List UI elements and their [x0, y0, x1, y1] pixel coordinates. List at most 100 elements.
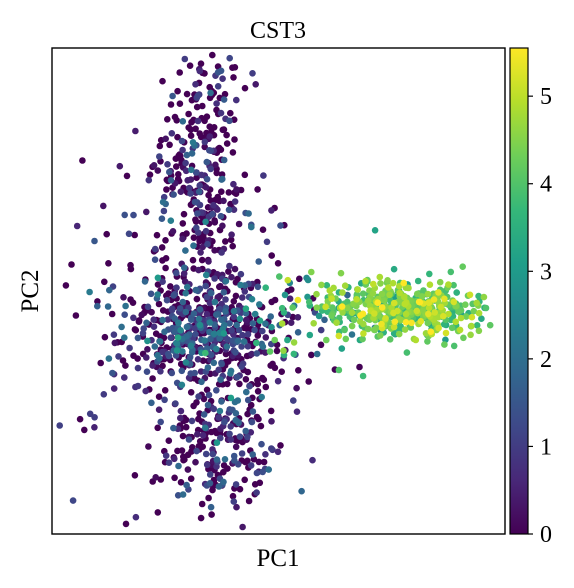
scatter-point	[220, 197, 227, 205]
scatter-point	[445, 310, 452, 318]
scatter-point	[247, 401, 255, 409]
scatter-point	[231, 398, 239, 406]
scatter-point	[165, 352, 173, 360]
scatter-point	[159, 316, 166, 324]
scatter-point	[220, 156, 228, 164]
scatter-point	[405, 284, 412, 292]
scatter-point	[183, 151, 191, 159]
scatter-point	[254, 332, 262, 339]
scatter-point	[176, 305, 184, 312]
scatter-point	[190, 242, 197, 249]
scatter-point	[197, 514, 205, 522]
scatter-point	[295, 367, 302, 374]
scatter-point	[350, 316, 358, 324]
scatter-point	[442, 329, 450, 337]
scatter-point	[242, 427, 249, 435]
scatter-point	[360, 330, 367, 337]
scatter-point	[171, 474, 178, 482]
scatter-point	[257, 422, 265, 430]
scatter-point	[135, 318, 143, 326]
scatter-point	[227, 394, 235, 402]
scatter-point	[179, 146, 186, 154]
scatter-point	[305, 378, 313, 385]
scatter-point	[187, 190, 194, 197]
scatter-point	[173, 163, 180, 170]
scatter-point	[390, 323, 398, 331]
scatter-point	[218, 360, 225, 368]
scatter-point	[171, 455, 178, 463]
scatter-point	[194, 356, 202, 363]
scatter-point	[185, 110, 192, 118]
scatter-point	[184, 177, 191, 184]
scatter-point	[173, 340, 181, 347]
colorbar-ticks: 0 1 2 3 4 5	[528, 84, 552, 548]
scatter-point	[105, 260, 112, 267]
scatter-point	[201, 138, 209, 146]
scatter-point	[268, 207, 275, 214]
scatter-point	[176, 69, 183, 76]
scatter-point	[230, 206, 238, 213]
scatter-point	[205, 191, 212, 199]
scatter-point	[183, 230, 190, 237]
scatter-point	[222, 277, 230, 285]
scatter-point	[435, 324, 442, 332]
scatter-point	[187, 342, 195, 350]
scatter-point	[68, 261, 75, 268]
scatter-point	[242, 305, 250, 313]
scatter-point	[219, 75, 226, 82]
scatter-point	[91, 424, 98, 431]
scatter-point	[201, 424, 209, 432]
scatter-point	[100, 391, 108, 398]
scatter-point	[289, 304, 297, 311]
scatter-point	[110, 331, 118, 339]
scatter-point	[213, 429, 220, 437]
scatter-point	[214, 206, 221, 213]
scatter-point	[209, 446, 216, 453]
scatter-point	[182, 159, 189, 167]
scatter-point	[202, 184, 210, 191]
scatter-point	[190, 234, 198, 241]
scatter-point	[425, 310, 432, 318]
scatter-point	[157, 368, 164, 375]
scatter-point	[213, 439, 221, 447]
scatter-point	[308, 268, 315, 276]
colorbar: 0 1 2 3 4 5	[509, 47, 552, 548]
scatter-point	[232, 481, 240, 488]
scatter-point	[235, 326, 243, 334]
scatter-point	[237, 281, 244, 289]
scatter-point	[254, 186, 261, 193]
scatter-point	[227, 236, 235, 244]
scatter-point	[193, 103, 201, 111]
scatter-point	[130, 314, 137, 322]
scatter-point	[179, 298, 187, 306]
scatter-point	[195, 415, 202, 423]
scatter-point	[251, 310, 259, 318]
scatter-point	[226, 430, 233, 438]
scatter-point	[232, 410, 240, 417]
scatter-point	[127, 261, 134, 269]
scatter-point	[141, 278, 149, 285]
scatter-point	[239, 331, 246, 339]
scatter-point	[217, 109, 225, 117]
scatter-point	[192, 81, 199, 88]
scatter-point	[134, 364, 142, 372]
scatter-point	[177, 479, 185, 486]
scatter-point	[218, 249, 225, 256]
scatter-point	[263, 238, 271, 246]
scatter-point	[180, 210, 188, 218]
scatter-point	[322, 303, 329, 311]
scatter-point	[338, 345, 346, 352]
scatter-point	[241, 288, 249, 295]
scatter-point	[241, 84, 249, 92]
colorbar-tick-label: 5	[540, 84, 552, 110]
scatter-point	[196, 321, 204, 329]
scatter-point	[260, 458, 268, 466]
scatter-point	[164, 161, 171, 168]
scatter-point	[304, 276, 312, 284]
scatter-point	[255, 458, 263, 466]
scatter-point	[198, 500, 206, 508]
scatter-point	[231, 265, 239, 273]
scatter-point	[192, 330, 199, 338]
scatter-point	[239, 523, 246, 531]
